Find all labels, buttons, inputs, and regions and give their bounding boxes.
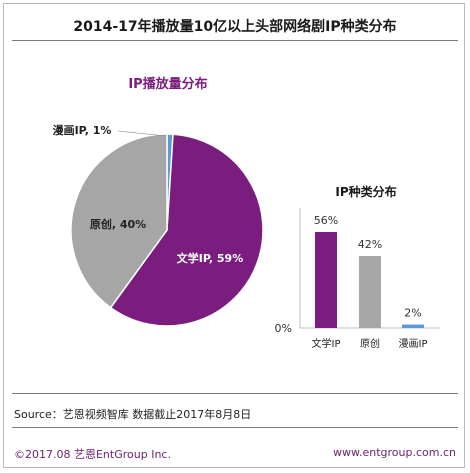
pie-label-literary: 文学IP, 59% xyxy=(177,251,243,265)
bar-original xyxy=(359,256,381,328)
source-divider-bottom xyxy=(12,427,458,428)
bar-chart: 56% 文学IP 42% 原创 2% 漫画IP xyxy=(312,214,428,350)
page-title: 2014-17年播放量10亿以上头部网络剧IP种类分布 xyxy=(73,19,397,35)
pie-label-original: 原创, 40% xyxy=(90,217,146,231)
bar-literary xyxy=(315,232,337,328)
bar-chart-title: IP种类分布 xyxy=(335,184,396,199)
copyright-text: ©2017.08 艺恩EntGroup Inc. xyxy=(14,448,171,461)
pie-title: IP播放量分布 xyxy=(128,76,207,92)
bar-category-label-original: 原创 xyxy=(360,337,380,350)
source-divider-top xyxy=(12,393,458,394)
bar-category-label-literary: 文学IP xyxy=(312,337,341,350)
top-divider xyxy=(12,40,458,41)
bar-category-label-comic: 漫画IP xyxy=(399,338,428,350)
pie-chart xyxy=(70,130,264,327)
pie-slice-literary xyxy=(109,133,264,327)
bar-y-tick-label: 0% xyxy=(275,322,292,335)
pie-slice-original xyxy=(70,133,168,309)
website-link[interactable]: www.entgroup.com.cn xyxy=(333,446,456,459)
bar-value-label-original: 42% xyxy=(358,238,382,251)
pie-leader-line-comic xyxy=(117,130,167,137)
bar-value-label-literary: 56% xyxy=(314,214,338,227)
bar-comic xyxy=(402,324,424,328)
source-note: Source：艺恩视频智库 数据截止2017年8月8日 xyxy=(14,408,252,421)
pie-label-comic: 漫画IP, 1% xyxy=(53,123,112,137)
bar-value-label-comic: 2% xyxy=(404,307,421,320)
